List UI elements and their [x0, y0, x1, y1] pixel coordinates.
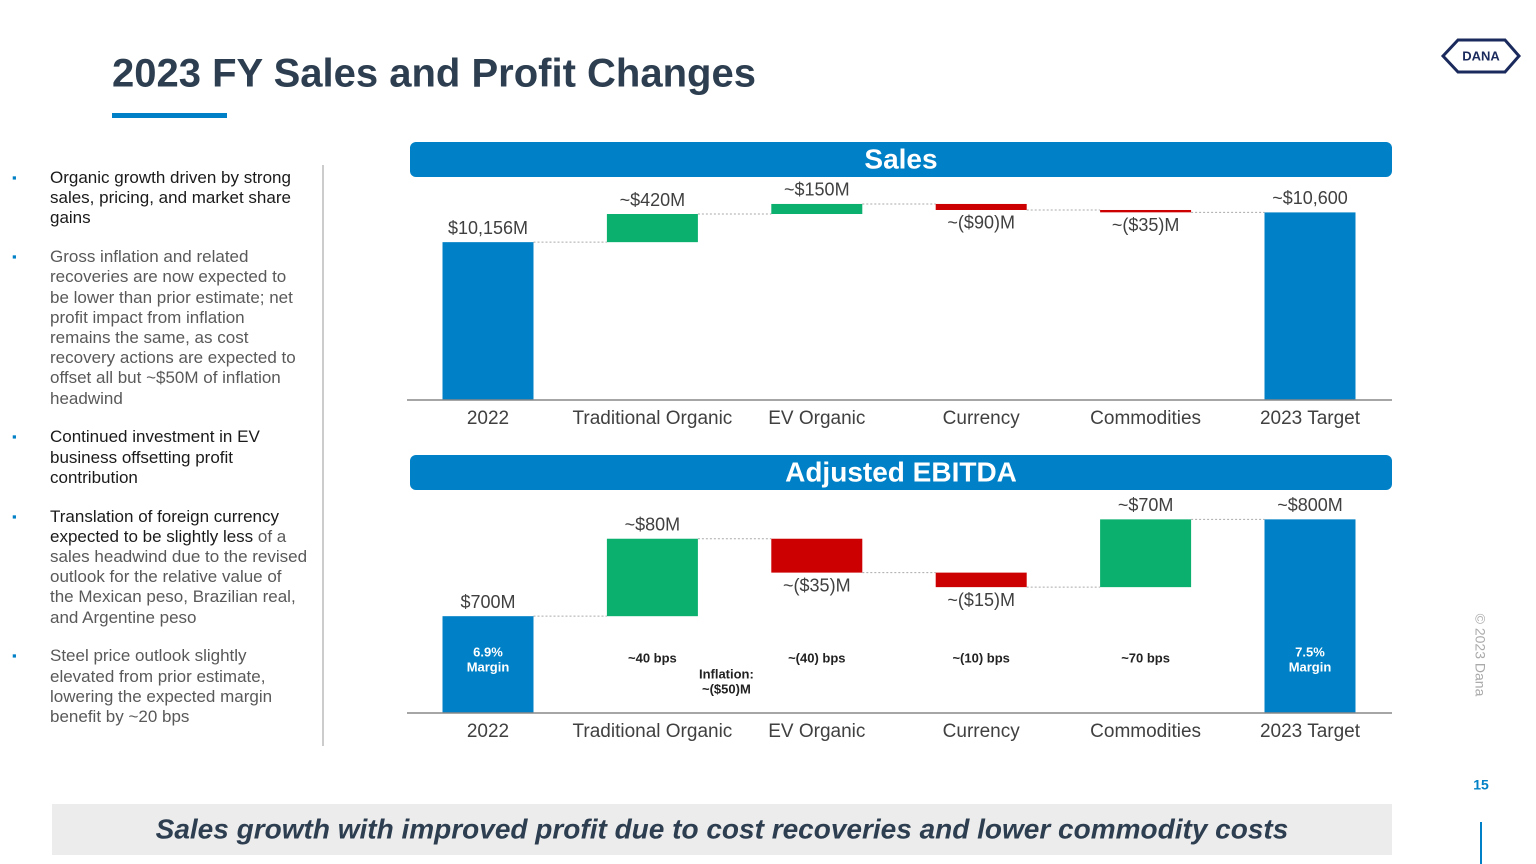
bullet: Organic growth driven by strong sales, p…	[12, 168, 308, 229]
bar	[1264, 519, 1356, 713]
value-label: ~($35)M	[1112, 215, 1180, 235]
bar	[1100, 519, 1192, 588]
value-label: $700M	[460, 592, 515, 612]
bar	[1100, 209, 1192, 213]
bullet-text: Organic growth driven by strong sales, p…	[50, 168, 291, 228]
chart-title: Sales	[864, 143, 937, 174]
bar	[606, 538, 698, 617]
bullet-text: Gross inflation and related recoveries a…	[50, 247, 296, 408]
bar	[442, 616, 534, 713]
value-label: ~$10,600	[1272, 188, 1348, 208]
bar-note: ~(10) bps	[952, 650, 1009, 665]
annotation: ~($50)M	[702, 681, 751, 696]
x-tick-label: 2023 Target	[1260, 721, 1361, 742]
bar	[935, 572, 1027, 588]
bar	[442, 242, 534, 400]
value-label: ~$800M	[1277, 495, 1343, 515]
value-label: ~$420M	[620, 190, 686, 210]
value-label: ~$150M	[784, 180, 850, 200]
bullet: Steel price outlook slightly elevated fr…	[12, 646, 308, 727]
bullet: Translation of foreign currency expected…	[12, 507, 308, 628]
bullet-text: Continued investment in EV business offs…	[50, 427, 260, 487]
x-tick-label: Commodities	[1090, 408, 1201, 429]
value-label: ~$80M	[625, 514, 681, 534]
bar-note: ~70 bps	[1121, 650, 1170, 665]
x-tick-label: Currency	[943, 408, 1021, 429]
x-tick-label: EV Organic	[768, 721, 865, 742]
value-label: $10,156M	[448, 218, 528, 238]
bullet-list: Organic growth driven by strong sales, p…	[12, 168, 308, 746]
value-label: ~($90)M	[947, 213, 1015, 233]
copyright: © 2023 Dana	[1472, 614, 1488, 697]
title-underline	[112, 113, 227, 118]
bar-note: 6.9%	[473, 644, 503, 659]
bar	[771, 203, 863, 215]
slide-title: 2023 FY Sales and Profit Changes	[112, 52, 756, 96]
footer-text: Sales growth with improved profit due to…	[156, 813, 1289, 844]
chart-header	[410, 455, 1392, 490]
x-tick-label: 2022	[467, 408, 509, 429]
x-tick-label: Commodities	[1090, 721, 1201, 742]
chart-header	[410, 142, 1392, 177]
bar-note: 7.5%	[1295, 644, 1325, 659]
x-tick-label: 2022	[467, 721, 509, 742]
bullet-text: of a sales headwind due to the revised o…	[50, 526, 308, 627]
bar	[771, 538, 863, 573]
x-tick-label: EV Organic	[768, 408, 865, 429]
x-tick-label: 2023 Target	[1260, 408, 1361, 429]
footer-box	[52, 804, 1392, 855]
bullet: Gross inflation and related recoveries a…	[12, 247, 308, 409]
x-tick-label: Traditional Organic	[572, 721, 732, 742]
bullet-text: Translation of foreign currency expected…	[50, 506, 279, 546]
value-label: ~($35)M	[783, 575, 851, 595]
chart-title: Adjusted EBITDA	[785, 456, 1017, 487]
page-number: 15	[1473, 777, 1489, 793]
bar-note: Margin	[1289, 659, 1332, 674]
bar	[1264, 212, 1356, 400]
bar-note: ~40 bps	[628, 650, 677, 665]
bullet: Continued investment in EV business offs…	[12, 427, 308, 488]
x-tick-label: Traditional Organic	[572, 408, 732, 429]
logo-text: DANA	[1462, 48, 1500, 63]
bar-note: ~(40) bps	[788, 650, 845, 665]
x-tick-label: Currency	[943, 721, 1021, 742]
logo-shape	[1440, 38, 1521, 74]
value-label: ~$70M	[1118, 495, 1174, 515]
value-label: ~($15)M	[947, 590, 1015, 610]
annotation: Inflation:	[699, 666, 754, 681]
bar	[935, 203, 1027, 210]
bullet-text: Steel price outlook slightly elevated fr…	[50, 646, 273, 727]
bar-note: Margin	[467, 659, 510, 674]
bar	[606, 214, 698, 243]
